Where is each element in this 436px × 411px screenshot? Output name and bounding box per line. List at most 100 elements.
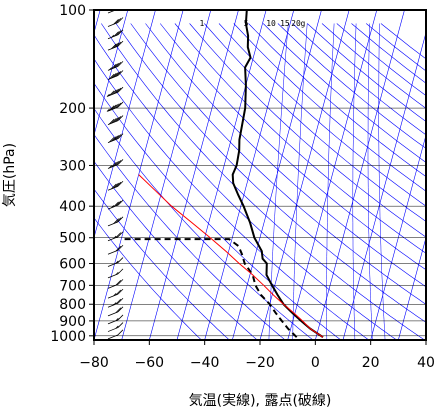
- barb-flag: [117, 70, 124, 76]
- x-tick-label: −40: [190, 355, 220, 371]
- barb-flag: [115, 298, 122, 305]
- x-axis: −80 −60 −40 −20 0 20 40: [79, 340, 435, 371]
- y-tick-label: 300: [59, 158, 86, 174]
- barb-flag: [117, 329, 124, 336]
- barb-flag: [115, 61, 122, 68]
- mixing-ratio-line: [367, 23, 373, 340]
- wind-barb: [107, 297, 124, 308]
- x-axis-title: 気温(実線), 露点(破線): [189, 393, 332, 409]
- isotherm-line: [94, 10, 156, 239]
- wind-barb: [107, 231, 124, 242]
- barb-flag: [113, 88, 119, 95]
- wind-barb: [107, 180, 124, 191]
- background-lines: [94, 10, 426, 340]
- mixing-ratio-line: [292, 23, 308, 340]
- mixing-ratio-label: 1: [199, 19, 204, 28]
- barb-flag: [115, 18, 122, 24]
- y-tick-label: 200: [59, 101, 86, 117]
- x-tick-label: 40: [417, 355, 435, 371]
- barb-flag: [113, 135, 119, 141]
- dry-adiabat-line: [94, 82, 342, 340]
- barb-half-flag: [115, 271, 119, 276]
- barb-flag: [115, 116, 122, 122]
- barb-flag: [111, 161, 117, 168]
- barb-flag: [115, 307, 122, 314]
- barb-flag: [111, 136, 117, 142]
- dry-adiabat-line: [115, 23, 426, 323]
- barb-flag: [113, 218, 119, 224]
- barb-half-flag: [106, 93, 110, 97]
- barb-flag: [117, 61, 124, 67]
- dry-adiabat-line: [94, 58, 369, 340]
- wind-barb: [107, 133, 124, 144]
- x-tick-label: 20: [362, 355, 380, 371]
- barb-flag: [115, 160, 122, 166]
- barb-flag: [115, 279, 122, 286]
- barb-flag: [117, 244, 124, 251]
- barb-flag: [117, 231, 124, 238]
- x-tick-label: −20: [245, 355, 275, 371]
- wind-barbs: [106, 10, 124, 340]
- isotherm-line: [370, 133, 426, 340]
- barb-flag: [113, 19, 119, 25]
- wind-barb: [107, 268, 124, 279]
- wind-barb: [107, 306, 124, 317]
- dry-adiabat-line: [262, 23, 426, 163]
- barb-half-flag: [115, 325, 119, 329]
- barb-flag: [111, 117, 117, 124]
- barb-flag: [113, 72, 119, 78]
- barb-flag: [113, 31, 119, 37]
- barb-flag: [117, 17, 124, 23]
- isotherm-line: [204, 10, 295, 340]
- grid-lines: [94, 10, 426, 337]
- barb-flag: [117, 288, 124, 295]
- barb-flag: [115, 200, 122, 207]
- isotherm-line: [94, 10, 101, 34]
- barb-flag: [117, 314, 124, 321]
- dry-adiabat-line: [218, 23, 426, 207]
- barb-flag: [113, 182, 119, 189]
- plot-background: [94, 10, 426, 340]
- y-axis-title: 気圧(hPa): [2, 143, 18, 207]
- barb-flag: [115, 181, 122, 188]
- dry-adiabat-line: [189, 23, 426, 238]
- barb-flag: [117, 180, 124, 187]
- barb-half-flag: [111, 34, 115, 38]
- y-tick-label: 900: [59, 314, 86, 330]
- wind-barb: [107, 314, 124, 325]
- barb-flag: [117, 101, 124, 108]
- y-tick-label: 500: [59, 231, 86, 247]
- wind-barb: [107, 17, 124, 27]
- barb-flag: [113, 62, 119, 69]
- dry-adiabat-line: [94, 188, 230, 340]
- barb-flag: [108, 90, 115, 97]
- barb-flag: [108, 73, 115, 80]
- barb-flag: [117, 306, 124, 313]
- barb-flag: [113, 201, 119, 208]
- barb-flag: [115, 217, 122, 224]
- barb-flag: [117, 29, 124, 36]
- barb-flag: [117, 133, 124, 139]
- barb-flag: [117, 297, 124, 304]
- mixing-ratio-label: 10: [266, 19, 276, 28]
- barb-flag: [111, 183, 117, 190]
- dry-adiabat-line: [94, 34, 397, 340]
- isotherm-line: [425, 338, 426, 340]
- isotherm-line: [287, 10, 378, 340]
- barb-staff: [107, 334, 119, 340]
- isotherm-line: [94, 10, 129, 137]
- x-tick-label: 0: [311, 355, 320, 371]
- barb-half-flag: [115, 260, 119, 264]
- barb-flag: [115, 71, 122, 77]
- x-tick-label: −80: [79, 355, 109, 371]
- barb-flag: [115, 134, 122, 140]
- mixing-ratio-line: [378, 23, 386, 340]
- barb-flag: [113, 103, 119, 110]
- mixing-ratio-line: [352, 23, 357, 340]
- mixing-ratio-line: [326, 23, 335, 340]
- x-tick-label: −60: [135, 355, 165, 371]
- dry-adiabat-line: [101, 23, 425, 340]
- barb-flag: [117, 322, 124, 328]
- barb-flag: [117, 257, 124, 263]
